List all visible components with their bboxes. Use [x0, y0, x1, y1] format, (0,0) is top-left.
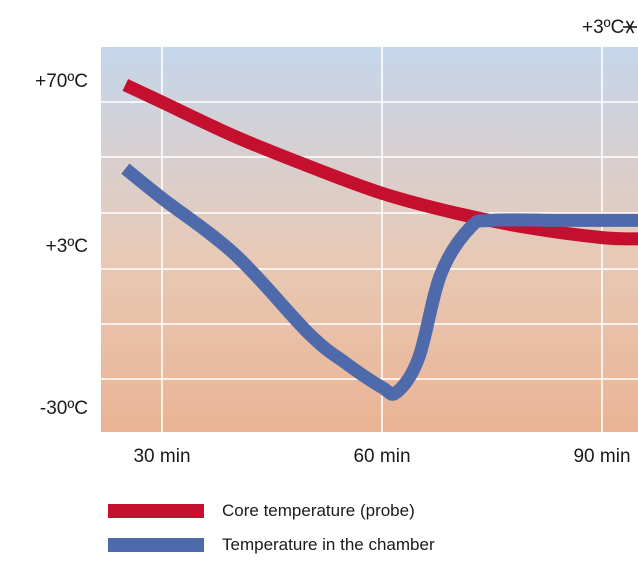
snowflake-icon: [623, 21, 637, 33]
legend-item-core-temperature: Core temperature (probe): [108, 494, 435, 528]
x-axis-ticks: 30 min 60 min 90 min: [133, 446, 630, 467]
y-tick-label: -30ºC: [40, 398, 88, 419]
y-axis-ticks: +70ºC +3ºC -30ºC: [35, 71, 88, 419]
annotation-label: +3ºC: [582, 17, 624, 38]
legend-label-core: Core temperature (probe): [222, 501, 415, 521]
top-annotation: +3ºC: [582, 17, 637, 38]
legend-label-chamber: Temperature in the chamber: [222, 535, 435, 555]
legend: Core temperature (probe) Temperature in …: [108, 494, 435, 562]
legend-swatch-core: [108, 504, 204, 518]
y-tick-label: +70ºC: [35, 71, 88, 92]
legend-swatch-chamber: [108, 538, 204, 552]
x-tick-label: 30 min: [133, 446, 190, 467]
y-tick-label: +3ºC: [46, 236, 88, 257]
legend-item-chamber-temperature: Temperature in the chamber: [108, 528, 435, 562]
x-tick-label: 60 min: [353, 446, 410, 467]
x-tick-label: 90 min: [573, 446, 630, 467]
